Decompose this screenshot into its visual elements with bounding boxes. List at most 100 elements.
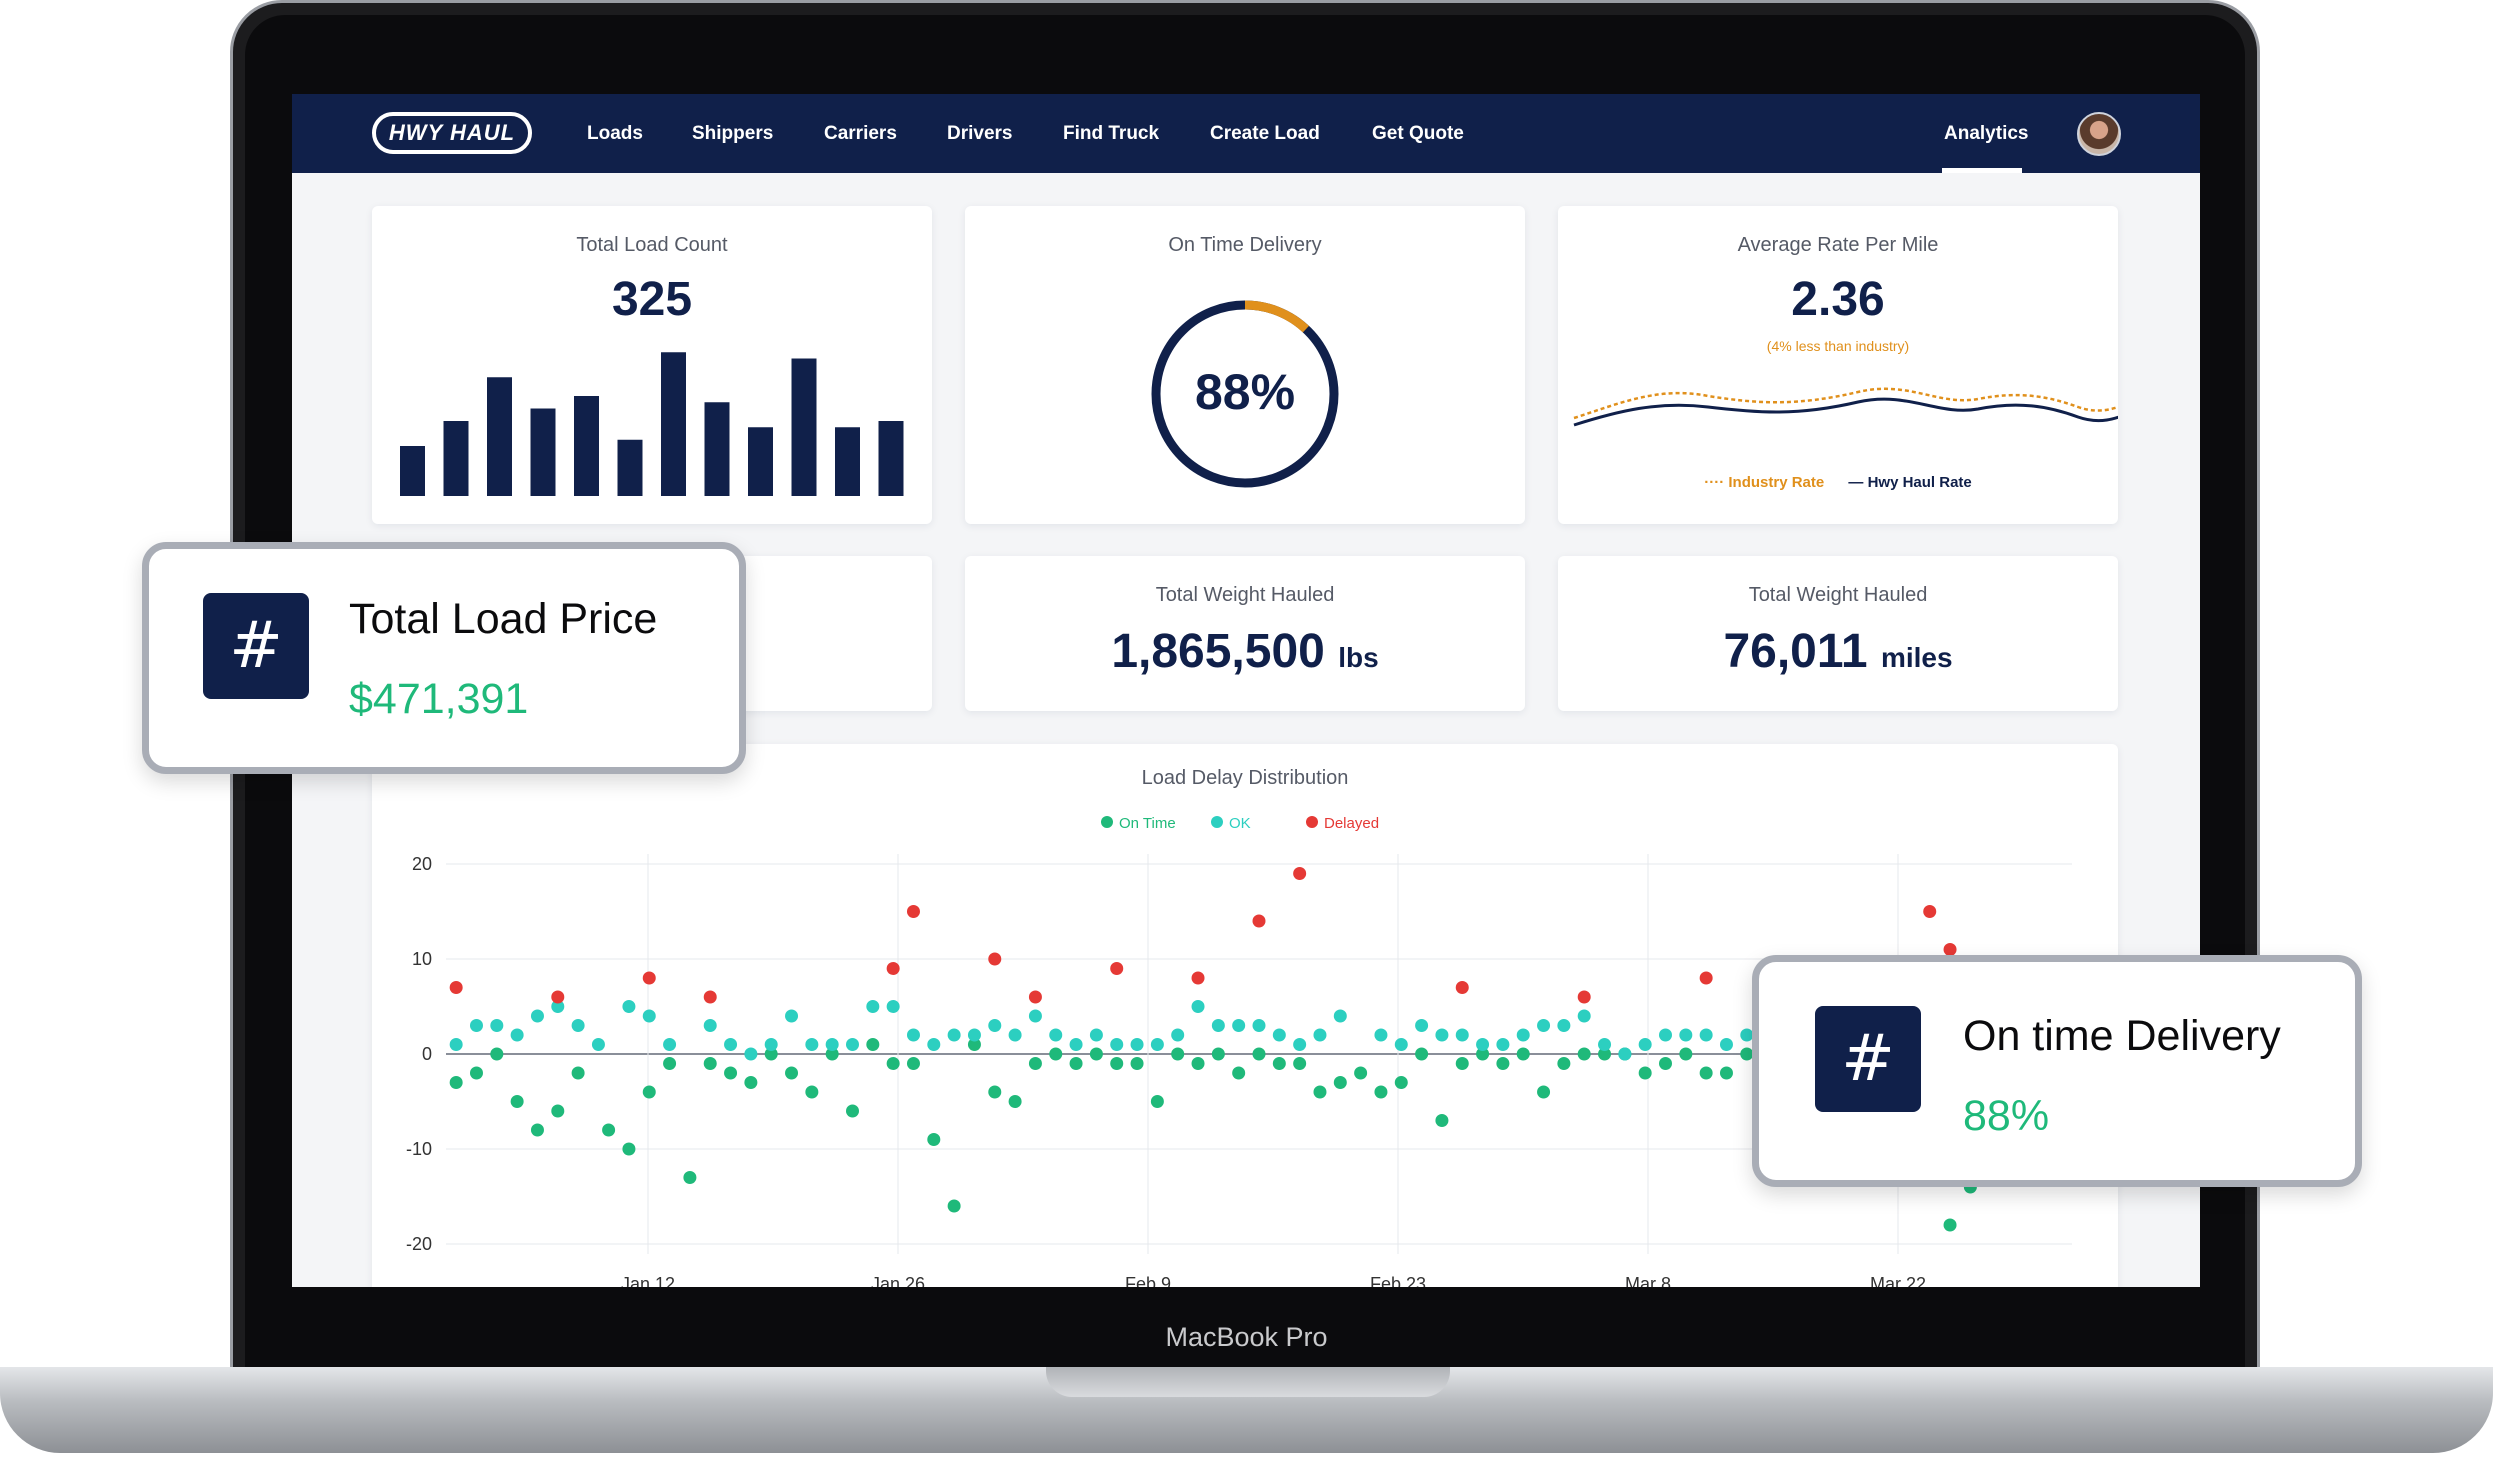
scatter-point [846,1038,859,1051]
nav-item-analytics[interactable]: Analytics [1944,123,2029,144]
nav-item-find-truck[interactable]: Find Truck [1063,123,1160,144]
scatter-point [1516,1047,1530,1061]
scatter-point [886,1000,900,1013]
hwy-haul-logo[interactable]: HWY HAUL [372,112,532,154]
x-tick-label: Feb 9 [1125,1274,1171,1287]
scatter-point [1455,981,1469,994]
total-load-count-value: 325 [611,273,693,326]
scatter-point [571,1066,585,1080]
scatter-point [449,1076,463,1089]
industry-comparison-note: (4% less than industry) [1766,338,1910,354]
rate-line-chart [1573,387,2118,427]
scatter-point [1252,1047,1266,1061]
legend-label: On Time [1119,815,1176,832]
scatter-point [1211,1019,1225,1032]
on-time-delivery-callout: # On time Delivery 88% [1752,955,2362,1187]
y-tick-label: 20 [412,854,432,874]
scatter-point [703,990,717,1004]
scatter-point [642,971,656,985]
callout-value: 88% [1963,1092,2050,1140]
scatter-point [530,1123,544,1137]
total-load-price-callout: # Total Load Price $471,391 [142,542,746,774]
scatter-point [805,1038,819,1051]
scatter-point [591,1038,605,1051]
scatter-point [1232,1019,1246,1032]
top-navbar: HWY HAUL Loads Shippers Carriers Drivers… [292,94,2200,173]
scatter-point [1374,1028,1388,1042]
load-count-bar [530,408,556,496]
scatter-point [1232,1066,1246,1080]
scatter-point [1293,867,1307,880]
scatter-point [1455,1028,1469,1042]
scatter-point [785,1009,799,1023]
donut-remainder-arc [1244,300,1310,333]
scatter-point [1089,1028,1103,1042]
nav-item-loads[interactable]: Loads [587,123,643,144]
scatter-point [1150,1095,1164,1108]
hwy-haul-rate-line [1573,397,2118,427]
on-time-delivery-card: On Time Delivery 88% [965,206,1525,524]
scatter-point [1069,1038,1083,1051]
scatter-point [988,1019,1002,1032]
scatter-point [622,1000,636,1013]
scatter-point [764,1038,778,1051]
scatter-point [825,1038,839,1051]
scatter-point [825,1047,839,1061]
nav-item-create-load[interactable]: Create Load [1210,123,1320,144]
rate-legend: ···· Industry Rate — Hwy Haul Rate [1558,474,2118,491]
legend-label: OK [1229,815,1251,832]
scatter-point [602,1123,616,1137]
scatter-point [703,1057,717,1070]
scatter-point [469,1019,483,1032]
scatter-point [1171,1047,1185,1061]
total-weight-hauled-card: Total Weight Hauled 1,865,500 lbs [965,556,1525,711]
scatter-point [744,1076,758,1089]
callout-value: $471,391 [349,675,529,723]
scatter-point [1191,1057,1205,1070]
scatter-point [1537,1019,1551,1032]
scatter-point [1496,1057,1510,1070]
scatter-point [1435,1114,1449,1127]
scatter-point [906,905,920,918]
scatter-point [1354,1066,1368,1080]
scatter-point [510,1028,524,1042]
scatter-point [530,1009,544,1023]
x-tick-label: Jan 12 [621,1274,675,1287]
legend-marker [1101,816,1113,828]
user-avatar[interactable] [2077,112,2121,156]
scatter-point [490,1019,504,1032]
scatter-point [642,1009,656,1023]
nav-active-indicator [1942,168,2022,173]
load-count-bar [400,446,425,496]
scatter-point [571,1019,585,1032]
scatter-point [1923,905,1937,918]
scatter-point [1374,1085,1388,1099]
card-title: Average Rate Per Mile [1737,234,1939,256]
card-title: Total Weight Hauled [1155,584,1335,606]
scatter-point [1943,1218,1957,1232]
scatter-point [663,1057,677,1070]
scatter-point [1008,1028,1022,1042]
industry-rate-line [1573,387,2118,420]
scatter-point [947,1028,961,1042]
scatter-point [1638,1066,1652,1080]
legend-label: Delayed [1324,815,1379,832]
scatter-point [1293,1038,1307,1051]
scatter-point [622,1142,636,1156]
scatter-point [1455,1057,1469,1070]
scatter-point [1089,1047,1103,1061]
scatter-point [988,1085,1002,1099]
scatter-point [764,1047,778,1061]
scatter-point [846,1104,859,1118]
x-tick-label: Mar 22 [1870,1274,1926,1287]
scatter-point [1191,971,1205,985]
chart-title: Load Delay Distribution [1142,767,1349,789]
legend-industry-rate: ···· Industry Rate [1704,474,1825,491]
nav-item-carriers[interactable]: Carriers [824,123,897,144]
card-title: Total Load Count [576,234,728,256]
scatter-point [1333,1009,1347,1023]
nav-item-shippers[interactable]: Shippers [692,123,774,144]
scatter-point [1191,1000,1205,1013]
nav-item-drivers[interactable]: Drivers [947,123,1013,144]
nav-item-get-quote[interactable]: Get Quote [1372,123,1464,144]
